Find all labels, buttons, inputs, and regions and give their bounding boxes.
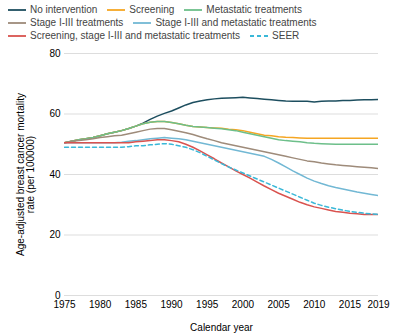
html-text:Metastatic treatments: Metastatic treatments: [206, 4, 302, 15]
svg-text:1995: 1995: [196, 299, 219, 310]
svg-text:1975: 1975: [53, 298, 76, 310]
svg-text:1990: 1990: [160, 299, 183, 310]
html-text:Stage I-III and metastatic tre: Stage I-III and metastatic treatments: [155, 17, 317, 28]
html-text:No intervention: No intervention: [30, 4, 98, 15]
svg-text:Age-adjusted breast cancer mor: Age-adjusted breast cancer mortalityrate…: [15, 93, 36, 256]
svg-text:1985: 1985: [125, 299, 148, 310]
svg-text:60: 60: [49, 108, 61, 119]
svg-text:Calendar year: Calendar year: [190, 322, 253, 333]
svg-text:1980: 1980: [89, 299, 112, 310]
svg-text:2019: 2019: [367, 299, 390, 310]
svg-text:20: 20: [49, 229, 61, 240]
html-text:SEER: SEER: [272, 30, 300, 41]
svg-text:0: 0: [55, 290, 61, 301]
svg-text:40: 40: [49, 169, 61, 180]
svg-text:2010: 2010: [303, 299, 326, 310]
html-text:Screening: Screening: [129, 4, 175, 15]
html-text:Stage I-III treatments: Stage I-III treatments: [30, 17, 124, 28]
svg-text:2015: 2015: [339, 299, 362, 310]
svg-text:80: 80: [49, 48, 61, 59]
svg-text:2005: 2005: [267, 299, 290, 310]
html-text:Screening, stage I-III and met: Screening, stage I-III and metastatic tr…: [30, 30, 241, 41]
svg-text:2000: 2000: [232, 299, 255, 310]
